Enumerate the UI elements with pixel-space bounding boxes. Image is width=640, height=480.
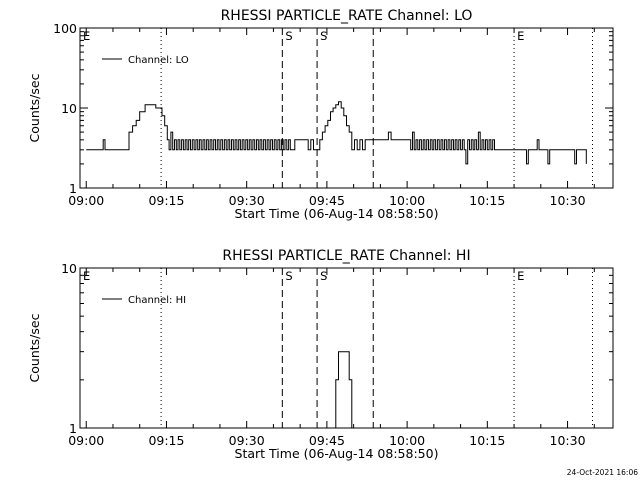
y-axis-label: Counts/sec — [27, 73, 42, 142]
x-tick-label: 10:30 — [550, 433, 586, 448]
x-tick-label: 09:45 — [309, 433, 345, 448]
legend-label: Channel: HI — [128, 295, 186, 306]
x-tick-label: 09:00 — [68, 433, 104, 448]
x-tick-label: 09:30 — [229, 193, 265, 208]
x-tick-label: 09:30 — [229, 433, 265, 448]
series-line — [333, 351, 353, 429]
event-marker-label: E — [517, 29, 524, 43]
chart-panel-2: RHESSI PARTICLE_RATE Channel: HI 1 10 09:00… — [27, 248, 614, 461]
event-marker-label: S — [320, 29, 327, 43]
x-tick-label: 09:15 — [148, 193, 184, 208]
event-marker-label: E — [83, 269, 90, 283]
x-tick-label: 10:30 — [550, 193, 586, 208]
chart-title: RHESSI PARTICLE_RATE Channel: LO — [221, 8, 473, 24]
x-axis-label: Start Time (06-Aug-14 08:58:50) — [235, 206, 439, 221]
event-marker-label: S — [320, 269, 327, 283]
plot-frame — [79, 267, 614, 429]
x-tick-label: 09:45 — [309, 193, 345, 208]
y-tick-label: 1 — [69, 421, 77, 436]
x-tick-label: 10:00 — [389, 433, 425, 448]
y-tick-label: 10 — [61, 101, 77, 116]
event-marker-label: E — [517, 269, 524, 283]
event-marker-label: E — [83, 29, 90, 43]
x-tick-label: 09:15 — [148, 433, 184, 448]
footer-timestamp: 24-Oct-2021 16:06 — [566, 468, 638, 477]
event-marker-label: S — [285, 269, 292, 283]
x-axis-label: Start Time (06-Aug-14 08:58:50) — [235, 446, 439, 461]
x-tick-label: 10:00 — [389, 193, 425, 208]
x-tick-label: 10:15 — [469, 433, 505, 448]
legend-label: Channel: LO — [128, 55, 189, 66]
y-tick-label: 10 — [61, 261, 77, 276]
chart-panel-1: RHESSI PARTICLE_RATE Channel: LO 1 10 100 09… — [27, 8, 614, 221]
y-axis-label: Counts/sec — [27, 313, 42, 382]
chart-title: RHESSI PARTICLE_RATE Channel: HI — [222, 248, 470, 264]
event-marker-label: S — [285, 29, 292, 43]
series-line — [86, 101, 587, 165]
x-tick-label: 10:15 — [469, 193, 505, 208]
y-tick-label: 1 — [69, 181, 77, 196]
x-tick-label: 09:00 — [68, 193, 104, 208]
y-tick-label: 100 — [53, 21, 77, 36]
